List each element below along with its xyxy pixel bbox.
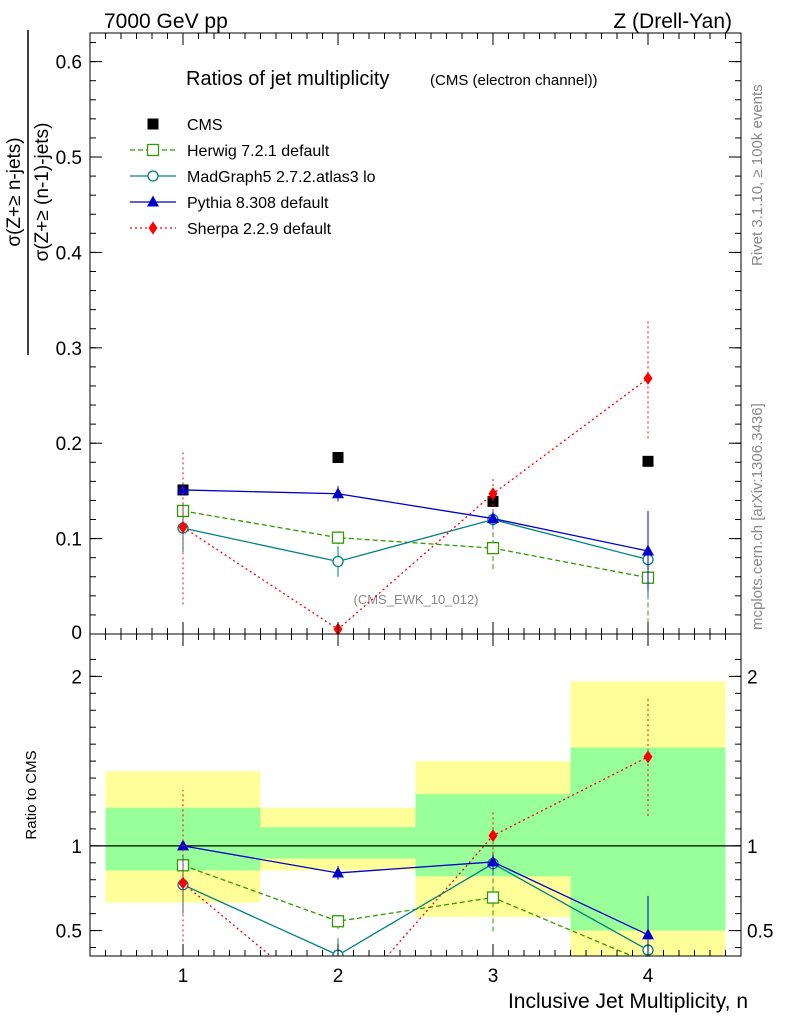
bottom-y-ticks: 0.5 0.5 1 1 2 2 bbox=[56, 658, 773, 949]
bottom-series-line-4 bbox=[182, 756, 649, 956]
top-ytick-label-1: 0.1 bbox=[56, 530, 82, 551]
bottom-xtick-label-2: 2 bbox=[333, 966, 344, 987]
top-point-5-3 bbox=[488, 487, 498, 501]
top-series-line-3 bbox=[182, 518, 649, 563]
legend-item-1: CMS bbox=[147, 117, 223, 134]
legend-label-1: CMS bbox=[187, 117, 223, 134]
top-point-5-4 bbox=[643, 371, 653, 385]
header-right: Z (Drell-Yan) bbox=[613, 10, 732, 33]
bottom-xtick-label-1: 1 bbox=[178, 966, 189, 987]
bottom-point-3-4 bbox=[642, 928, 654, 940]
legend-marker-3 bbox=[147, 170, 159, 182]
bottom-point-4-4 bbox=[643, 750, 653, 764]
top-series-3 bbox=[177, 504, 654, 598]
bottom-plot-area bbox=[90, 681, 741, 1018]
legend-label-3: MadGraph5 2.7.2.atlas3 lo bbox=[187, 169, 376, 186]
legend-marker-1 bbox=[147, 118, 159, 130]
legend-item-3: MadGraph5 2.7.2.atlas3 lo bbox=[130, 169, 376, 186]
bottom-point-4-1 bbox=[178, 876, 188, 890]
legend-label-4: Pythia 8.308 default bbox=[187, 195, 329, 212]
ylabel-numerator: σ(Z+≥ n-jets) bbox=[4, 137, 25, 246]
bottom-ytick-label-right-2: 1 bbox=[747, 837, 758, 858]
bottom-ytick-label-right-1: 0.5 bbox=[747, 922, 773, 943]
bottom-x-ticks: 1 2 3 4 bbox=[105, 634, 726, 987]
legend-label-2: Herwig 7.2.1 default bbox=[187, 143, 330, 160]
bottom-ytick-label-left-2: 1 bbox=[71, 837, 82, 858]
chart-subtitle: (CMS (electron channel)) bbox=[430, 72, 598, 89]
top-ytick-label-2: 0.2 bbox=[56, 434, 82, 455]
top-point-2-3 bbox=[486, 541, 500, 555]
top-point-5-1 bbox=[178, 520, 188, 534]
bottom-point-1-2 bbox=[331, 915, 345, 928]
top-point-4-4 bbox=[642, 544, 654, 556]
bottom-point-3-2 bbox=[332, 866, 344, 878]
bottom-point-1-3 bbox=[486, 891, 500, 904]
top-ytick-label-5: 0.5 bbox=[56, 148, 82, 169]
legend-item-4: Pythia 8.308 default bbox=[130, 195, 329, 212]
top-point-1-4 bbox=[642, 455, 654, 467]
legend: CMS Herwig 7.2.1 default MadGraph5 2.7.2.a… bbox=[130, 117, 376, 238]
bottom-series-line-2 bbox=[182, 862, 649, 956]
top-point-4-2 bbox=[332, 487, 344, 499]
top-panel: 0.1 0.2 0.3 0.4 0.5 0.6 0 bbox=[56, 32, 742, 644]
top-series-1 bbox=[177, 452, 654, 507]
bottom-xtick-label-3: 3 bbox=[488, 966, 499, 987]
bottom-ytick-label-left-3: 2 bbox=[71, 667, 82, 688]
header-left: 7000 GeV pp bbox=[104, 10, 228, 33]
top-point-2-2 bbox=[331, 531, 345, 544]
top-point-1-2 bbox=[332, 452, 344, 464]
top-series-line-2 bbox=[182, 510, 649, 579]
chart-watermark: (CMS_EWK_10_012) bbox=[354, 592, 479, 607]
legend-item-5: Sherpa 2.2.9 default bbox=[130, 221, 332, 238]
top-y-ticks: 0.1 0.2 0.3 0.4 0.5 0.6 0 bbox=[56, 33, 741, 644]
legend-item-2: Herwig 7.2.1 default bbox=[130, 143, 330, 160]
band-green-2 bbox=[260, 827, 416, 859]
top-ytick-label-4: 0.4 bbox=[56, 243, 83, 264]
bottom-series-line-3 bbox=[182, 845, 649, 936]
x-axis-label: Inclusive Jet Multiplicity, n bbox=[508, 990, 748, 1013]
top-series-line-4 bbox=[182, 489, 649, 552]
top-ytick-label-6: 0.6 bbox=[56, 53, 82, 74]
legend-marker-2 bbox=[146, 143, 160, 157]
top-point-3-2 bbox=[332, 555, 344, 568]
legend-marker-5 bbox=[148, 221, 158, 235]
mcplots-label: mcplots.cern.ch [arXiv:1306.3436] bbox=[749, 403, 766, 630]
top-plot-area bbox=[176, 318, 655, 634]
bottom-ylabel: Ratio to CMS bbox=[23, 750, 40, 839]
top-ytick-label-zero: 0 bbox=[71, 623, 82, 644]
top-point-4-3 bbox=[487, 512, 499, 524]
bottom-panel: 0.5 0.5 1 1 2 2 1 2 3 4 bbox=[56, 633, 773, 1018]
bottom-point-3-3 bbox=[487, 855, 499, 867]
chart-title: Ratios of jet multiplicity bbox=[186, 68, 389, 90]
bottom-point-4-3 bbox=[488, 829, 498, 843]
top-series-4 bbox=[177, 483, 654, 592]
top-ylabel: σ(Z+≥ n-jets) σ(Z+≥ (n-1)-jets) bbox=[4, 30, 53, 355]
legend-marker-4 bbox=[147, 195, 159, 207]
top-series-5 bbox=[178, 318, 653, 634]
top-ytick-label-3: 0.3 bbox=[56, 339, 82, 360]
ylabel-denominator: σ(Z+≥ (n-1)-jets) bbox=[32, 123, 53, 262]
bottom-point-4-2 bbox=[334, 1005, 343, 1018]
bottom-ytick-label-left-1: 0.5 bbox=[56, 922, 82, 943]
bottom-ytick-label-right-3: 2 bbox=[747, 667, 758, 688]
rivet-label: Rivet 3.1.10, ≥ 100k events bbox=[749, 84, 766, 266]
top-point-1-3 bbox=[487, 495, 499, 507]
legend-label-5: Sherpa 2.2.9 default bbox=[187, 221, 332, 238]
bottom-xtick-label-4: 4 bbox=[643, 966, 654, 987]
